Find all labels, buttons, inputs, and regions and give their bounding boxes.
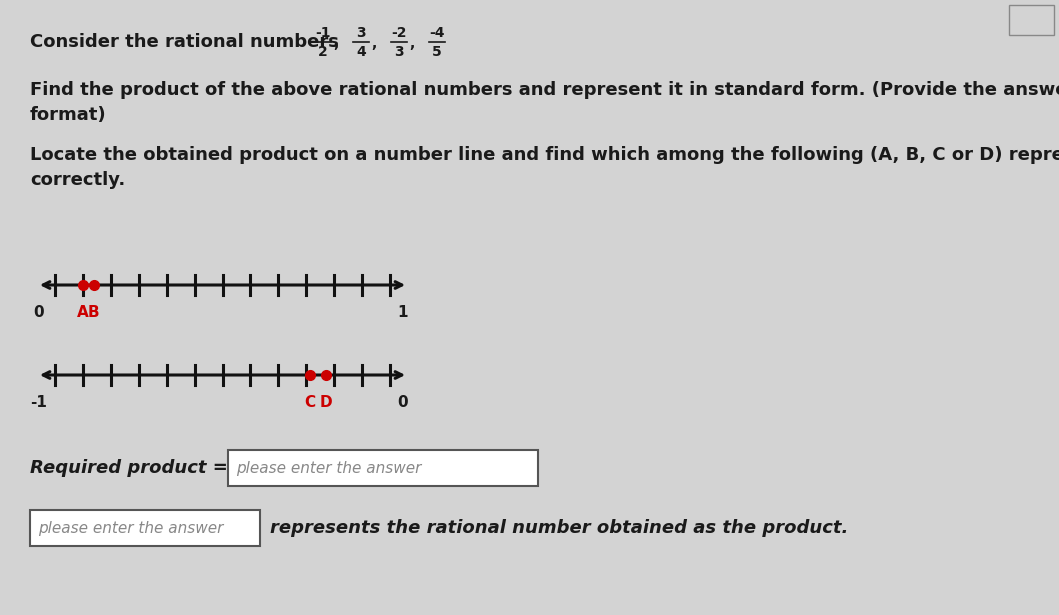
Text: Locate the obtained product on a number line and find which among the following : Locate the obtained product on a number … xyxy=(30,146,1059,164)
Text: 0: 0 xyxy=(34,305,44,320)
Text: A: A xyxy=(77,305,89,320)
Text: Consider the rational numbers: Consider the rational numbers xyxy=(30,33,339,51)
Bar xyxy=(228,450,538,486)
Bar xyxy=(30,510,261,546)
Text: 3: 3 xyxy=(356,26,365,40)
Text: -4: -4 xyxy=(429,26,445,40)
Text: correctly.: correctly. xyxy=(30,171,125,189)
Text: 2: 2 xyxy=(318,45,328,59)
Text: ,: , xyxy=(372,37,377,51)
Text: Required product =: Required product = xyxy=(30,459,234,477)
Text: 4: 4 xyxy=(356,45,365,59)
Bar xyxy=(1009,5,1054,35)
Text: format): format) xyxy=(30,106,107,124)
Text: -1: -1 xyxy=(31,395,48,410)
Text: ,: , xyxy=(334,37,339,51)
Text: represents the rational number obtained as the product.: represents the rational number obtained … xyxy=(270,519,848,537)
Text: -2: -2 xyxy=(391,26,407,40)
Text: B: B xyxy=(88,305,100,320)
Text: ,: , xyxy=(410,37,415,51)
Text: 3: 3 xyxy=(394,45,403,59)
Text: 1: 1 xyxy=(398,305,409,320)
Text: Find the product of the above rational numbers and represent it in standard form: Find the product of the above rational n… xyxy=(30,81,1059,99)
Text: please enter the answer: please enter the answer xyxy=(236,461,421,475)
Text: please enter the answer: please enter the answer xyxy=(38,520,223,536)
Text: D: D xyxy=(320,395,331,410)
Text: C: C xyxy=(304,395,316,410)
Text: 5: 5 xyxy=(432,45,442,59)
Text: -1: -1 xyxy=(316,26,330,40)
Text: 0: 0 xyxy=(398,395,409,410)
